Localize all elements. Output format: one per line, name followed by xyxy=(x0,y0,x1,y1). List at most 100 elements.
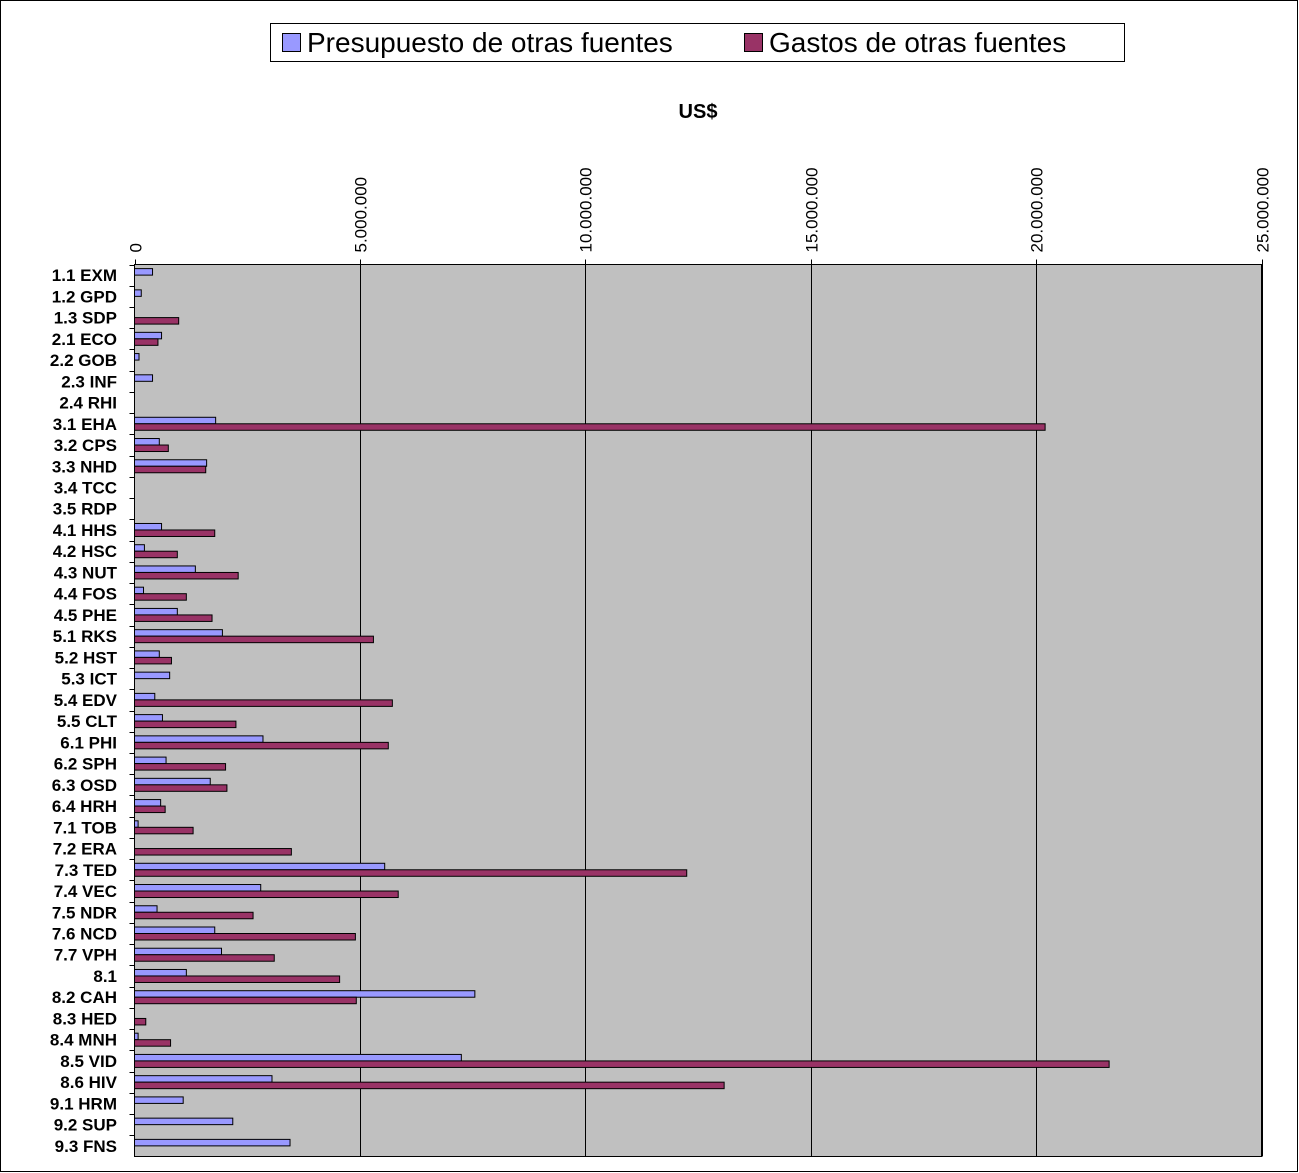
bar-presupuesto xyxy=(134,607,178,616)
bar-gastos xyxy=(134,444,169,453)
bar-presupuesto xyxy=(134,416,217,425)
category-label: 9.1 HRM xyxy=(50,1094,117,1113)
legend-label-presupuesto: Presupuesto de otras fuentes xyxy=(307,27,673,58)
bar-gastos xyxy=(134,1039,172,1047)
category-label: 9.3 FNS xyxy=(55,1137,117,1156)
category-label: 4.3 NUT xyxy=(54,563,118,582)
category-label: 7.6 NCD xyxy=(52,925,117,944)
bar-presupuesto xyxy=(134,735,264,743)
bar-gastos xyxy=(134,848,292,856)
category-label: 7.4 VEC xyxy=(54,882,117,901)
bar-presupuesto xyxy=(134,692,156,701)
bar-presupuesto xyxy=(134,671,171,680)
bar-presupuesto xyxy=(134,565,196,573)
bar-gastos xyxy=(134,741,389,750)
category-label: 5.4 EDV xyxy=(54,691,118,710)
bar-gastos xyxy=(134,423,1046,431)
bar-gastos xyxy=(134,317,180,325)
bar-gastos xyxy=(134,805,166,814)
bar-presupuesto xyxy=(134,777,211,786)
category-label: 3.4 TCC xyxy=(54,479,117,498)
bar-presupuesto xyxy=(134,862,386,871)
category-label: 1.2 GPD xyxy=(52,287,117,306)
category-label: 1.3 SDP xyxy=(54,309,117,328)
category-label: 5.2 HST xyxy=(55,648,118,667)
bar-presupuesto xyxy=(134,947,223,956)
category-label: 6.2 SPH xyxy=(54,755,117,774)
category-label: 3.5 RDP xyxy=(53,500,117,519)
bar-gastos xyxy=(134,635,374,644)
category-label: 8.2 CAH xyxy=(52,988,117,1007)
category-label: 7.1 TOB xyxy=(53,818,117,837)
bar-presupuesto xyxy=(134,544,145,552)
bar-presupuesto xyxy=(134,650,160,658)
bar-gastos xyxy=(134,656,172,665)
bar-presupuesto xyxy=(134,905,158,913)
bar-gastos xyxy=(134,763,227,771)
category-label: 2.4 RHI xyxy=(59,394,117,413)
category-label: 7.7 VPH xyxy=(54,946,117,965)
category-label: 6.4 HRH xyxy=(52,797,117,816)
bar-presupuesto xyxy=(134,1117,234,1126)
bar-presupuesto xyxy=(134,586,145,595)
bar-gastos xyxy=(134,529,216,537)
category-labels: 1.1 EXM 1.2 GPD 1.3 SDP 2.1 ECO 2.2 GOB 2.3 I… xyxy=(50,265,135,1156)
x-tick-label: 25.000.000 xyxy=(1254,167,1273,252)
category-label: 4.5 PHE xyxy=(54,606,117,625)
x-tick-label: 0 xyxy=(127,243,146,252)
bar-gastos xyxy=(134,869,688,877)
x-tick-label: 5.000.000 xyxy=(352,177,371,253)
bar-presupuesto xyxy=(134,629,223,637)
bar-presupuesto xyxy=(134,331,163,340)
x-axis-ticks: 0 5.000.000 10.000.000 15.000.000 20.000.000… xyxy=(127,167,1273,265)
bar-presupuesto xyxy=(134,990,476,998)
category-label: 8.6 HIV xyxy=(60,1073,117,1092)
bar-presupuesto xyxy=(134,884,262,892)
category-label: 8.3 HED xyxy=(53,1009,117,1028)
category-label: 7.2 ERA xyxy=(53,840,117,859)
bar-presupuesto xyxy=(134,374,154,382)
bars xyxy=(134,268,1110,1147)
bar-presupuesto xyxy=(134,756,167,765)
x-axis-title: US$ xyxy=(679,101,718,123)
category-label: 9.2 SUP xyxy=(54,1116,117,1135)
bar-presupuesto xyxy=(134,968,187,977)
bar-gastos xyxy=(134,933,356,941)
bar-presupuesto xyxy=(134,438,160,446)
bar-presupuesto xyxy=(134,268,154,276)
category-label: 5.5 CLT xyxy=(57,712,118,731)
bar-presupuesto xyxy=(134,522,163,531)
bar-gastos xyxy=(134,890,399,899)
category-label: 2.2 GOB xyxy=(50,351,117,370)
category-label: 3.3 NHD xyxy=(52,457,117,476)
plot-area xyxy=(134,264,1262,1157)
bar-presupuesto xyxy=(134,799,162,807)
bar-gastos xyxy=(134,614,213,622)
category-label: 8.1 xyxy=(93,967,117,986)
bar-gastos xyxy=(134,1060,1110,1068)
category-label: 2.1 ECO xyxy=(52,330,117,349)
legend-label-gastos: Gastos de otras fuentes xyxy=(769,27,1066,58)
legend-box xyxy=(270,23,1125,62)
bar-gastos xyxy=(134,975,341,983)
category-label: 3.2 CPS xyxy=(54,436,117,455)
bar-gastos xyxy=(134,954,275,962)
category-label: 8.4 MNH xyxy=(50,1031,117,1050)
category-label: 6.3 OSD xyxy=(52,776,117,795)
bar-gastos xyxy=(134,1017,147,1026)
legend: Presupuesto de otras fuentes Gastos de o… xyxy=(270,23,1125,62)
bar-gastos xyxy=(134,720,237,729)
category-label: 2.3 INF xyxy=(61,372,117,391)
bar-gastos xyxy=(134,996,357,1005)
bar-presupuesto xyxy=(134,289,142,297)
bar-gastos xyxy=(134,1081,725,1090)
bar-presupuesto xyxy=(134,820,139,828)
x-tick-label: 15.000.000 xyxy=(803,167,822,252)
category-label: 5.3 ICT xyxy=(61,670,117,689)
bar-presupuesto xyxy=(134,1096,184,1104)
category-label: 3.1 EHA xyxy=(53,415,117,434)
bar-presupuesto xyxy=(134,1053,462,1062)
bar-gastos xyxy=(134,911,254,920)
bar-presupuesto xyxy=(134,1032,139,1041)
